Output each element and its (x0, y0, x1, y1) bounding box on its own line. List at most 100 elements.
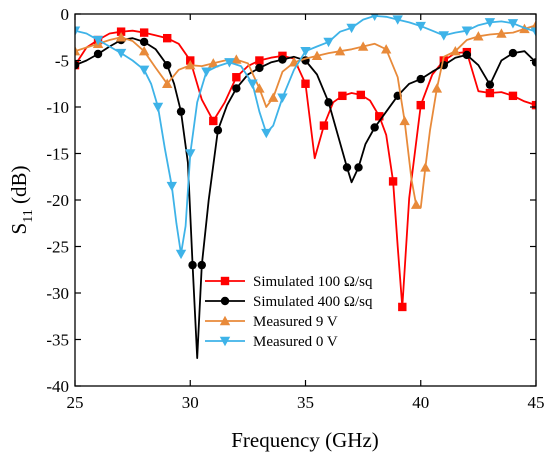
y-tick-label: -10 (46, 98, 69, 117)
legend-swatch-marker (219, 336, 231, 347)
data-point (75, 46, 81, 56)
x-tick-label: 45 (528, 393, 545, 412)
data-point (496, 28, 507, 38)
data-point (356, 90, 366, 100)
x-tick-label: 35 (297, 393, 314, 412)
data-point (185, 59, 196, 70)
data-point (93, 49, 103, 59)
data-point (431, 83, 443, 93)
data-point (255, 56, 264, 65)
data-point (357, 41, 369, 51)
y-axis-title-unit: (dB) (7, 166, 31, 210)
data-point (415, 21, 426, 32)
data-point (346, 23, 357, 34)
data-point (176, 107, 186, 116)
data-point (152, 102, 164, 113)
data-point (75, 26, 81, 36)
data-point (277, 93, 288, 103)
legend-label: Measured 0 V (253, 334, 338, 350)
data-point (473, 31, 484, 41)
data-point (398, 302, 407, 312)
data-point (209, 116, 218, 126)
y-axis-title-subscript: 11 (21, 209, 36, 222)
legend-entry: Simulated 400 Ω/sq (205, 294, 373, 310)
data-point (138, 46, 150, 56)
data-point (508, 91, 518, 101)
data-point (232, 84, 241, 93)
x-tick-label: 40 (412, 393, 429, 412)
x-axis-title: Frequency (GHz) (231, 428, 379, 452)
data-point (162, 78, 173, 88)
data-point (208, 58, 219, 68)
data-point (300, 47, 311, 57)
legend-swatch-marker (220, 276, 230, 286)
series-4 (75, 14, 536, 260)
data-point (261, 128, 272, 139)
data-point (255, 63, 264, 73)
legend-label: Simulated 100 Ω/sq (253, 274, 373, 290)
y-tick-label: 0 (61, 5, 70, 24)
data-point (461, 26, 473, 36)
data-point (370, 123, 379, 132)
data-point (375, 112, 384, 121)
y-tick-label: -15 (46, 145, 69, 164)
data-point (399, 115, 410, 126)
y-tick-label: -5 (55, 52, 69, 71)
legend-swatch-marker (220, 296, 230, 306)
data-point (247, 79, 258, 89)
y-axis-title-main: S (7, 223, 31, 235)
data-point (392, 15, 403, 25)
legend: Simulated 100 Ω/sq Simulated 400 Ω/sq Meas… (205, 274, 373, 350)
y-tick-label: -20 (46, 191, 69, 210)
data-point (268, 92, 279, 102)
data-point (231, 54, 242, 64)
data-point (201, 67, 212, 77)
data-point (324, 98, 333, 107)
data-point (484, 18, 496, 28)
series-line (75, 37, 536, 360)
data-point (338, 91, 347, 101)
data-point (75, 60, 80, 70)
data-point (232, 73, 241, 82)
legend-entry: Measured 9 V (205, 314, 338, 330)
series-1 (75, 27, 536, 312)
data-point (166, 181, 178, 192)
legend-swatch-marker (219, 315, 231, 326)
data-point (530, 27, 536, 37)
y-tick-label: -35 (46, 331, 69, 350)
data-point (197, 260, 206, 270)
data-point (188, 260, 197, 270)
data-point (138, 65, 150, 75)
y-tick-label: -25 (46, 238, 69, 257)
data-point (311, 50, 323, 61)
data-point (323, 37, 334, 48)
data-point (163, 60, 172, 70)
data-point (224, 58, 235, 68)
data-point (416, 74, 425, 84)
data-point (485, 88, 495, 98)
data-point (508, 48, 518, 58)
data-point (420, 162, 431, 172)
data-point (370, 14, 379, 22)
x-tick-label: 30 (182, 393, 199, 412)
legend-entry: Measured 0 V (205, 334, 338, 350)
data-point (139, 28, 149, 37)
data-point (507, 19, 519, 29)
legend-label: Measured 9 V (253, 314, 338, 330)
data-point (416, 100, 425, 110)
data-point (116, 27, 126, 36)
x-tick-label: 25 (67, 393, 84, 412)
data-point (254, 83, 265, 93)
data-point (530, 19, 536, 30)
data-point (115, 48, 127, 59)
data-point (175, 249, 187, 260)
series-line (75, 14, 536, 255)
data-point (163, 33, 172, 43)
data-point (278, 55, 287, 64)
data-point (334, 46, 346, 56)
data-point (450, 46, 461, 56)
legend-label: Simulated 400 Ω/sq (253, 294, 373, 310)
data-point (438, 31, 449, 41)
y-axis-title: S11 (dB) (7, 166, 36, 235)
data-point (388, 177, 398, 186)
